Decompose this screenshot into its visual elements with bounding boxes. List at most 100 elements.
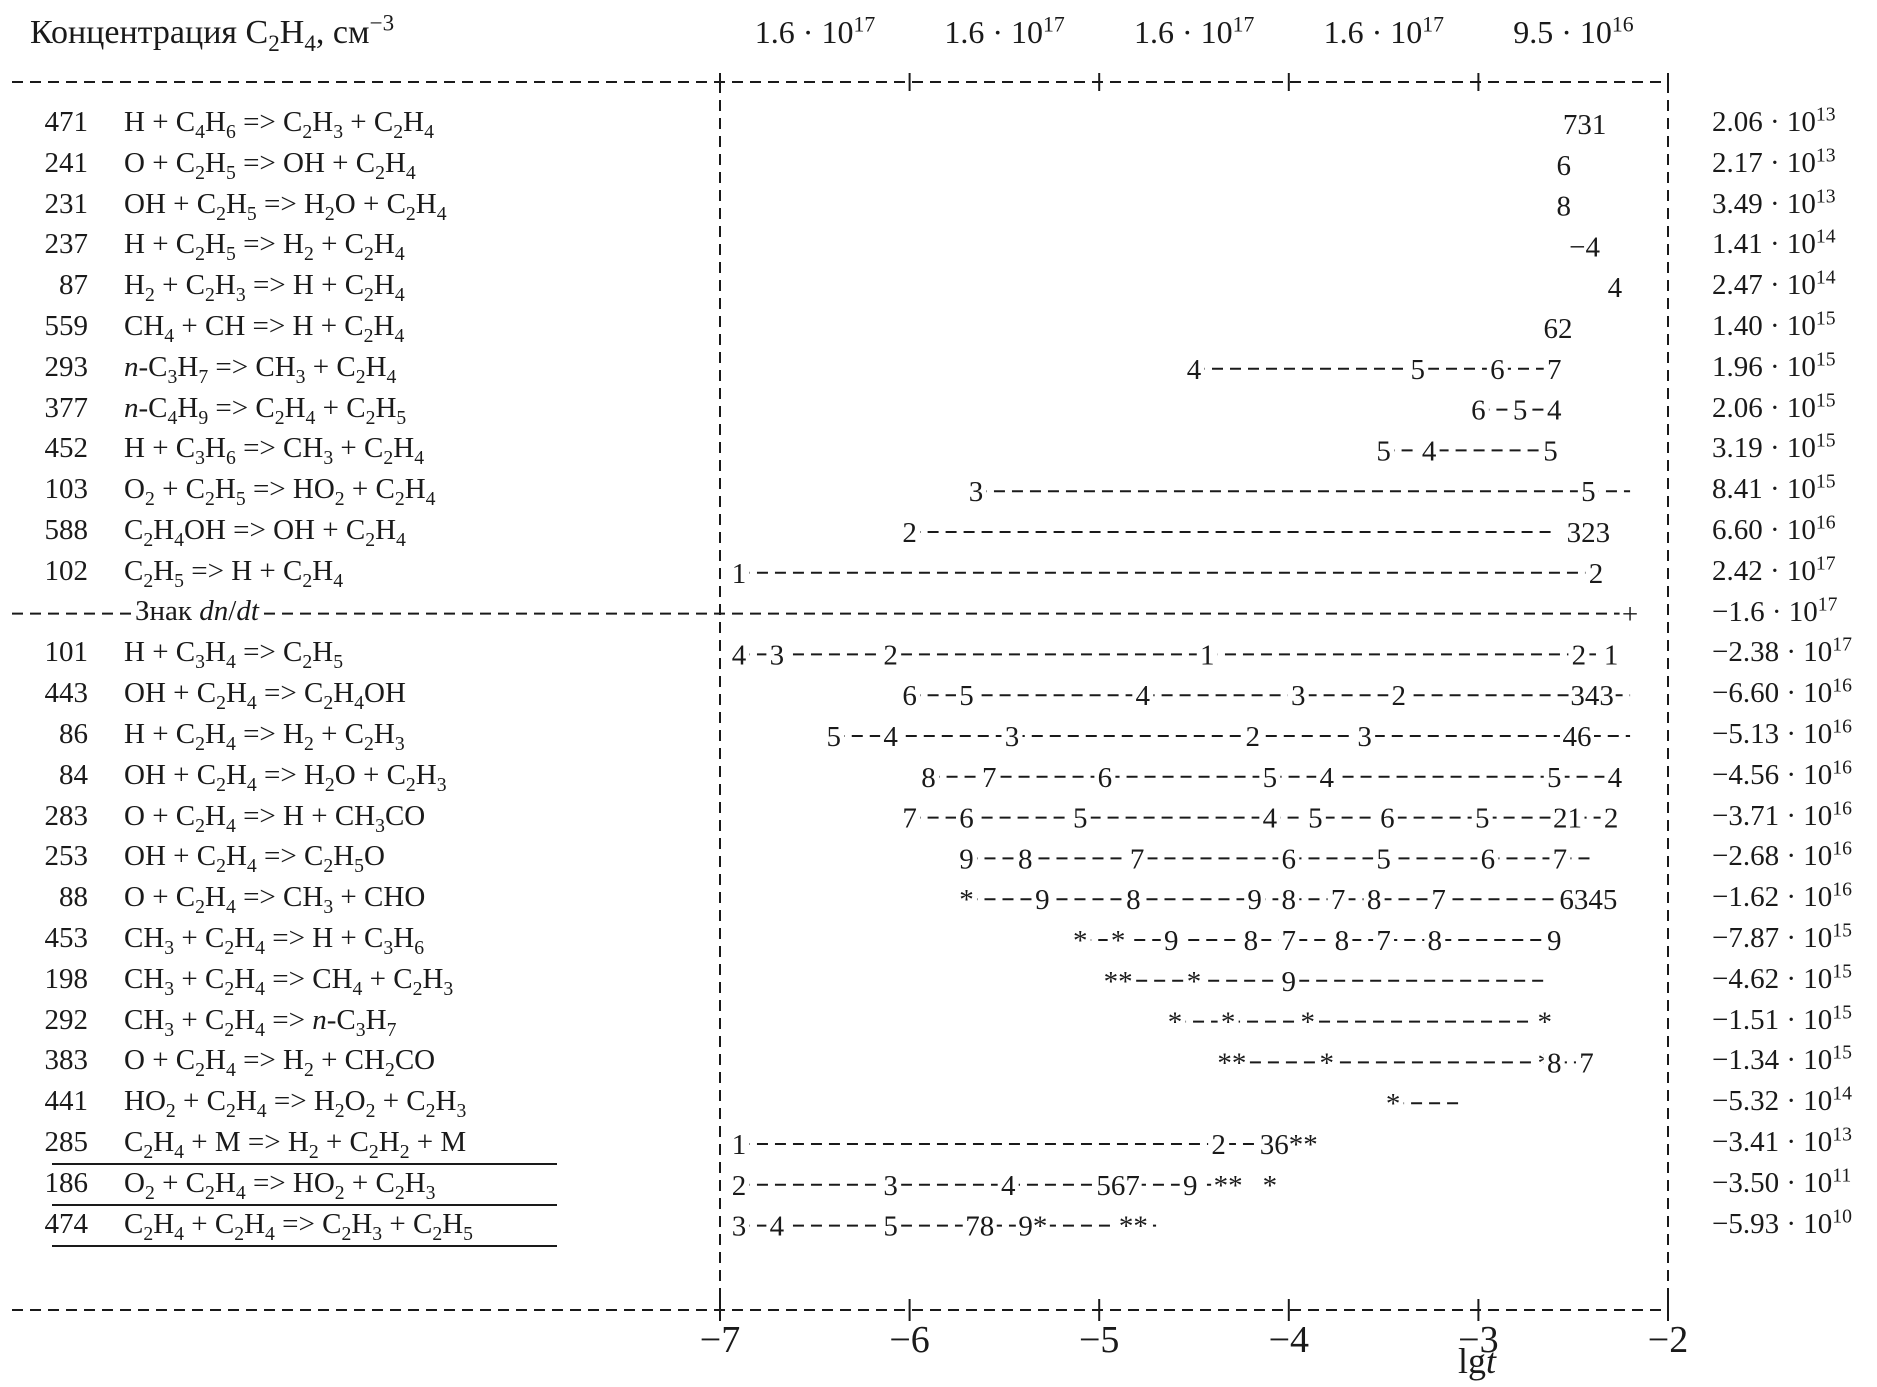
time-marker: 4 — [770, 1211, 785, 1243]
time-marker: * — [1301, 1007, 1316, 1039]
time-marker-background — [1259, 1170, 1281, 1199]
time-marker-background — [1316, 762, 1338, 791]
time-marker-background — [1183, 354, 1205, 383]
time-marker-background — [1116, 1211, 1151, 1240]
reaction-rate: −4.56 · 1016 — [1712, 756, 1852, 791]
reaction-rate: 3.19 · 1015 — [1712, 429, 1836, 465]
time-marker-background — [1561, 110, 1609, 138]
time-marker-background — [955, 681, 977, 710]
time-marker-background — [1278, 885, 1300, 914]
time-marker-background — [1619, 599, 1641, 628]
reaction-rate: −5.13 · 1016 — [1712, 715, 1852, 750]
time-marker: 1 — [1200, 639, 1215, 671]
time-marker: −4 — [1569, 231, 1600, 263]
reaction-number: 231 — [44, 187, 89, 220]
time-marker: 3 — [732, 1211, 747, 1243]
time-marker-background — [823, 722, 845, 750]
reaction-underline — [52, 1244, 557, 1247]
time-marker: * — [1111, 925, 1126, 957]
reaction-number: 103 — [44, 473, 89, 506]
tick-label: −5 — [1078, 1319, 1120, 1361]
reaction-equation: H + C3H4 => C2H5 — [124, 636, 344, 674]
reaction-equation: H + C4H6 => C2H3 + C2H4 — [124, 106, 434, 143]
reaction-rate: 1.96 · 1015 — [1712, 348, 1836, 383]
time-marker-background — [1242, 722, 1264, 750]
time-marker-background — [880, 1211, 902, 1240]
time-marker-background — [1278, 926, 1300, 954]
reaction-equation: H + C2H5 => H2 + C2H4 — [124, 228, 405, 266]
reaction-rate: 8.41 · 1015 — [1712, 470, 1836, 506]
time-marker-background — [1418, 436, 1440, 465]
tick-label: −3 — [1458, 1319, 1499, 1361]
reaction-equation: H + C3H6 => CH3 + C2H4 — [124, 432, 425, 470]
time-marker: 8 — [1018, 843, 1033, 875]
reaction-number: 453 — [44, 922, 89, 954]
time-marker-background — [997, 1170, 1019, 1199]
time-marker: 78 — [965, 1211, 994, 1243]
time-marker-background — [1094, 762, 1116, 791]
reaction-equation: CH3 + C2H4 => n-C3H7 — [124, 1003, 397, 1041]
time-marker-background — [1101, 966, 1136, 995]
reaction-equation: C2H5 => H + C2H4 — [124, 554, 344, 592]
time-marker-background — [1031, 885, 1053, 914]
time-marker-background — [1244, 885, 1266, 914]
time-marker: 7 — [1331, 884, 1346, 916]
time-marker: 6 — [1098, 762, 1113, 794]
reaction-equation: H2 + C2H3 => H + C2H4 — [124, 269, 405, 306]
time-marker: 5 — [1581, 476, 1596, 508]
reaction-number: 198 — [44, 962, 89, 995]
time-marker: 5 — [1073, 803, 1088, 835]
tick-label: −6 — [889, 1319, 930, 1361]
time-marker: * — [1263, 1170, 1278, 1202]
concentration-value: 1.6 · 1017 — [754, 12, 876, 50]
time-marker-background — [978, 762, 1000, 791]
time-marker-background — [1553, 191, 1575, 220]
reaction-number: 452 — [44, 432, 89, 465]
time-marker-background — [1179, 1170, 1201, 1199]
time-marker: 36** — [1260, 1129, 1318, 1161]
reaction-equation: OH + C2H4 => H2O + C2H3 — [124, 758, 447, 796]
time-marker: 4 — [1187, 354, 1202, 386]
time-marker-background — [1428, 885, 1450, 914]
time-marker-background — [1543, 926, 1565, 954]
time-marker-background — [1600, 640, 1622, 669]
time-marker: * — [959, 884, 974, 916]
time-marker-background — [1327, 885, 1349, 914]
reaction-equation: HO2 + C2H4 => H2O2 + C2H3 — [124, 1085, 467, 1122]
time-marker: 5 — [1543, 435, 1558, 467]
time-marker-background — [1240, 926, 1262, 954]
time-marker-background — [918, 762, 940, 791]
time-marker: 8 — [1126, 884, 1141, 916]
reaction-rate: 2.47 · 1014 — [1712, 266, 1836, 302]
time-marker-background — [728, 640, 750, 669]
time-marker: + — [1622, 599, 1638, 631]
time-marker-background — [1373, 844, 1395, 873]
reaction-equation: H + C2H4 => H2 + C2H3 — [124, 718, 405, 755]
reaction-underline — [52, 1163, 557, 1165]
time-marker-background — [1424, 926, 1446, 954]
time-marker-background — [728, 1170, 750, 1199]
reaction-number: 101 — [44, 636, 89, 669]
reaction-underline — [52, 1203, 557, 1206]
time-marker: 4 — [1608, 762, 1623, 794]
time-marker: 5 — [1475, 803, 1490, 835]
time-marker: 4 — [1136, 680, 1151, 712]
time-marker-background — [899, 803, 921, 832]
time-marker-background — [1585, 558, 1607, 587]
time-marker-background — [1122, 885, 1144, 914]
time-marker-background — [1477, 844, 1499, 873]
time-marker-background — [1568, 681, 1616, 710]
time-marker: 9 — [1035, 884, 1050, 916]
time-marker-background — [728, 558, 750, 587]
reaction-equation: n-C4H9 => C2H4 + C2H5 — [124, 391, 407, 429]
tick-label: −4 — [1268, 1319, 1310, 1361]
reaction-number: 86 — [59, 718, 88, 750]
time-marker: 323 — [1567, 517, 1611, 549]
reaction-rate: −1.51 · 1015 — [1712, 1000, 1852, 1036]
time-marker: 2 — [1589, 558, 1604, 590]
time-marker: 3 — [1357, 721, 1372, 753]
reaction-rate: −2.38 · 1017 — [1712, 633, 1852, 669]
reaction-number: 293 — [44, 350, 89, 383]
time-marker: 7 — [902, 803, 917, 835]
time-marker-background — [1553, 150, 1575, 179]
